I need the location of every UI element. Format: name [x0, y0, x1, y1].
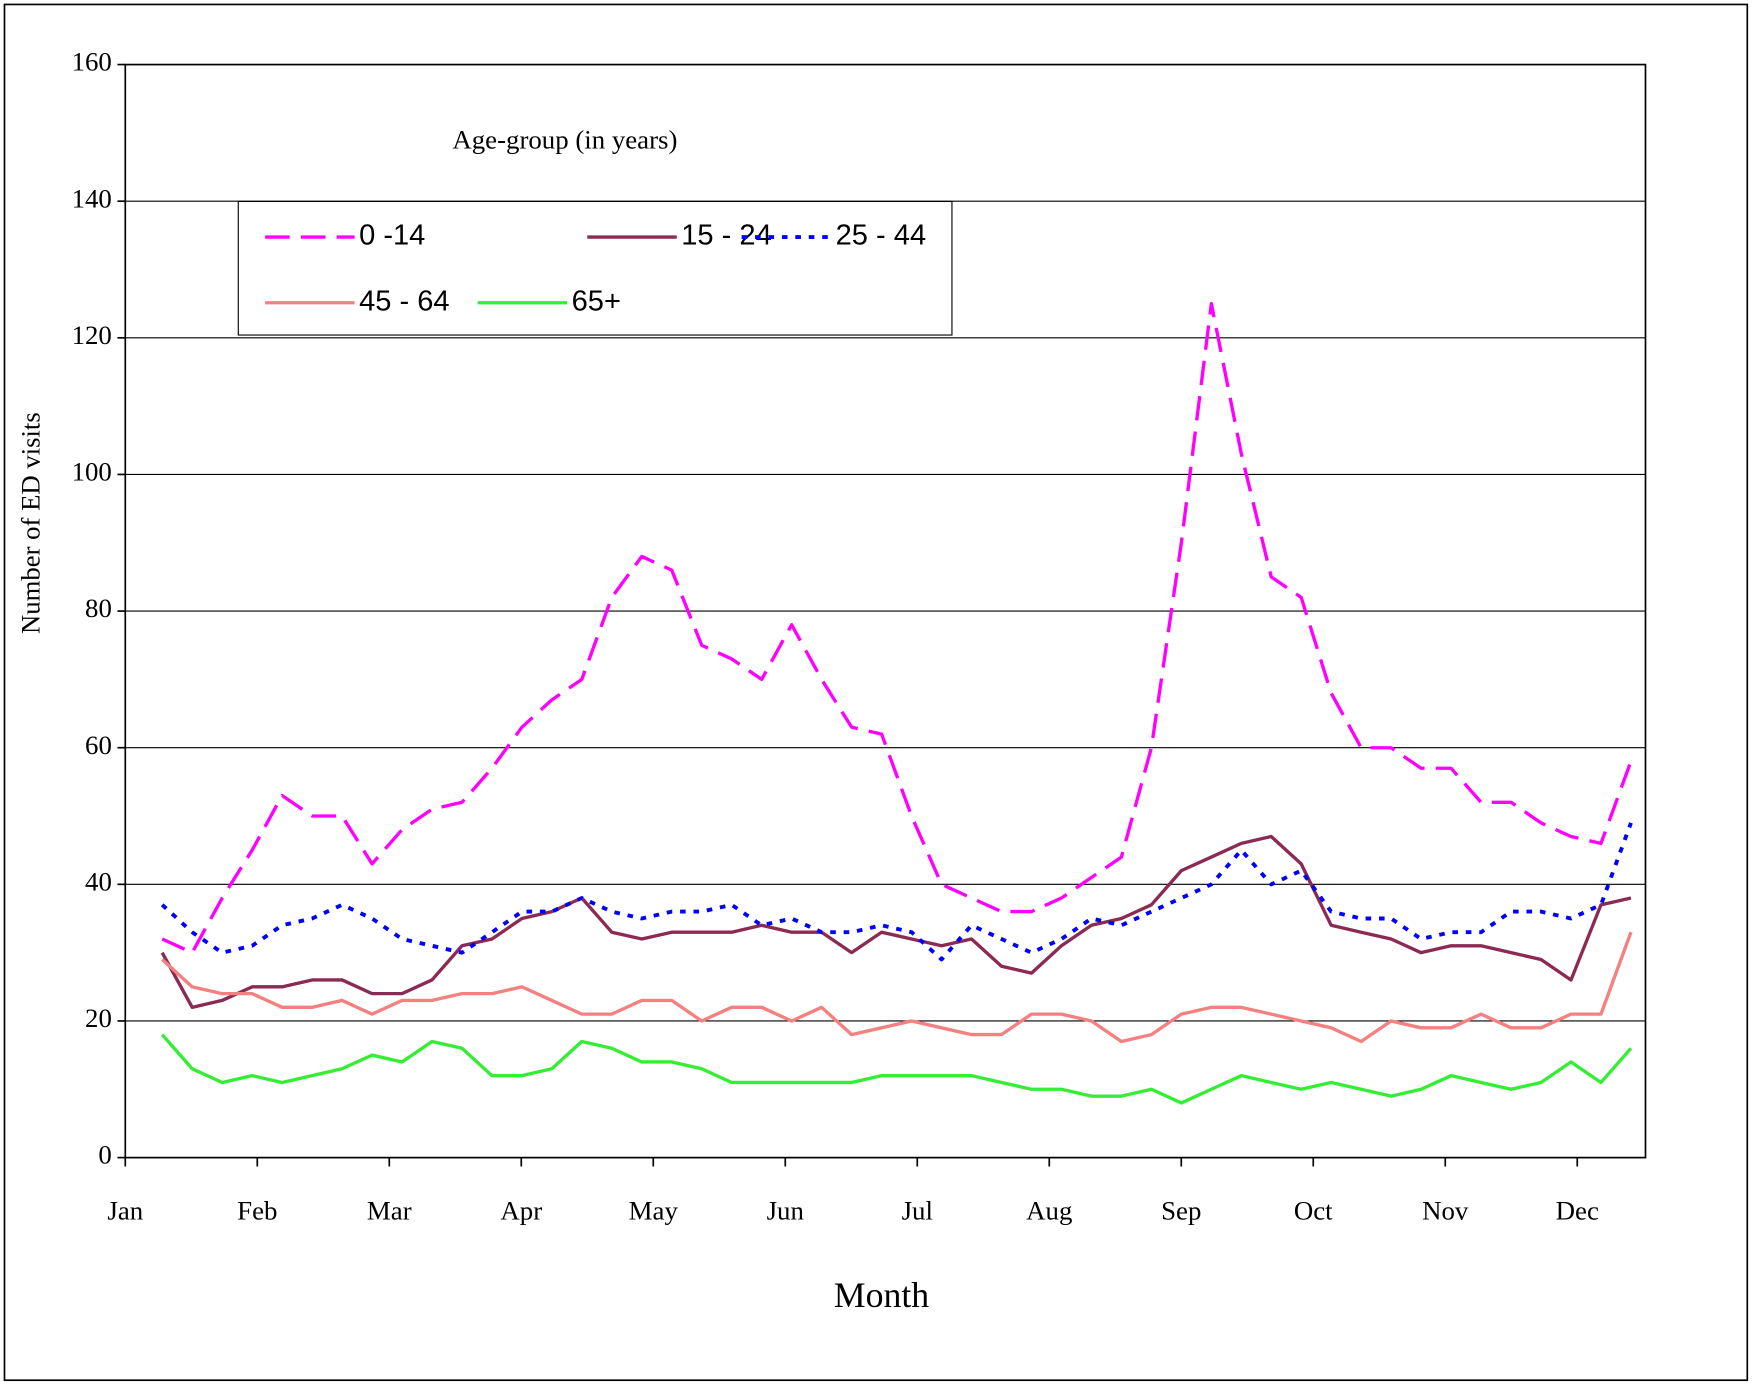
- x-tick-label: Sep: [1161, 1195, 1201, 1225]
- legend-label: 0 -14: [359, 220, 425, 252]
- series-line: [160, 1033, 1633, 1105]
- x-tick-label: Aug: [1026, 1195, 1072, 1225]
- y-tick-label: 80: [85, 593, 112, 623]
- legend-box: [237, 200, 953, 336]
- legend-label: 45 - 64: [359, 285, 450, 317]
- series-line: [161, 931, 1633, 1044]
- chart-border: [3, 3, 1749, 1382]
- x-tick-label: Oct: [1294, 1195, 1333, 1225]
- y-tick-label: 140: [72, 183, 112, 213]
- legend-title: Age-group (in years): [452, 125, 677, 155]
- y-tick-label: 100: [72, 457, 112, 487]
- lines: [160, 301, 1633, 1105]
- x-axis-title: Month: [834, 1275, 930, 1315]
- y-tick-label: 20: [85, 1003, 112, 1033]
- series-line: [160, 822, 1633, 962]
- x-tick-label: Jan: [107, 1195, 143, 1225]
- grid: 0 20 40 60 80 100 120 140 160 Jan Feb Mar Apr May Jun J…: [72, 47, 1646, 1225]
- legend-label: 25 - 44: [836, 220, 927, 252]
- x-tick-label: Mar: [367, 1195, 412, 1225]
- series-line: [161, 301, 1633, 955]
- x-tick-label: Nov: [1422, 1195, 1469, 1225]
- x-tick-label: Jun: [767, 1195, 804, 1225]
- y-tick-label: 60: [85, 730, 112, 760]
- series-line: [160, 834, 1632, 1009]
- y-tick-label: 160: [72, 47, 112, 77]
- legend-label: 65+: [572, 285, 621, 317]
- x-tick-label: Apr: [500, 1195, 542, 1225]
- y-tick-label: 40: [85, 867, 112, 897]
- x-tick-label: Feb: [237, 1195, 277, 1225]
- x-tick-label: Dec: [1556, 1195, 1599, 1225]
- y-tick-label: 120: [72, 320, 112, 350]
- x-tick-label: May: [629, 1195, 679, 1225]
- x-tick-label: Jul: [902, 1195, 933, 1225]
- y-axis-title: Number of ED visits: [16, 412, 46, 634]
- y-tick-label: 0: [98, 1140, 111, 1170]
